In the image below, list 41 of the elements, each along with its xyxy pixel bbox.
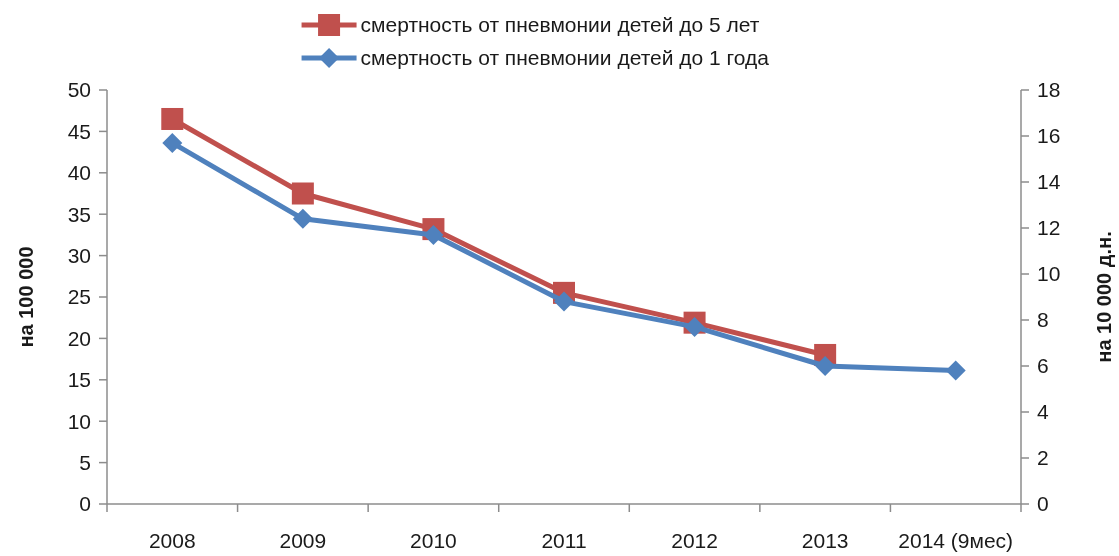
y2-tick-label: 10 bbox=[1037, 262, 1061, 286]
y2-tick-label: 0 bbox=[1037, 492, 1049, 516]
y-tick-label: 10 bbox=[67, 409, 91, 433]
y2-tick-label: 14 bbox=[1037, 170, 1061, 194]
point bbox=[292, 208, 313, 229]
legend-label: смертность от пневмонии детей до 1 года bbox=[360, 46, 770, 70]
y-tick-label: 40 bbox=[67, 161, 91, 185]
y-tick-label: 30 bbox=[67, 243, 91, 267]
x-tick-label: 2012 bbox=[671, 529, 718, 552]
point bbox=[815, 356, 836, 376]
y2-tick-label: 6 bbox=[1037, 354, 1049, 378]
x-tick-label: 2010 bbox=[410, 529, 457, 552]
y2-tick-label: 18 bbox=[1037, 78, 1061, 102]
y2-tick-label: 2 bbox=[1037, 446, 1049, 470]
point bbox=[945, 360, 966, 381]
x-tick-label: 2009 bbox=[279, 529, 327, 552]
point bbox=[291, 182, 314, 205]
y-tick-label: 5 bbox=[79, 450, 91, 474]
y-tick-label: 45 bbox=[67, 119, 91, 143]
y-tick-label: 35 bbox=[67, 202, 91, 226]
y-tick-label: 25 bbox=[67, 285, 91, 309]
y-tick-label: 0 bbox=[79, 492, 91, 516]
x-tick-label: 2013 bbox=[801, 529, 849, 552]
y-axis-title: на 100 000 bbox=[15, 246, 37, 348]
point bbox=[162, 132, 183, 153]
x-tick-label: 2011 bbox=[541, 529, 587, 552]
y2-tick-label: 16 bbox=[1037, 124, 1061, 148]
point bbox=[423, 224, 444, 245]
y-tick-label: 15 bbox=[67, 368, 91, 392]
x-tick-label: 2014 (9мес) bbox=[898, 529, 1014, 552]
y2-tick-label: 4 bbox=[1037, 400, 1049, 424]
y2-tick-label: 8 bbox=[1037, 308, 1049, 332]
y2-axis-title: на 10 000 д.н. bbox=[1093, 231, 1115, 363]
point bbox=[161, 107, 184, 130]
y-tick-label: 50 bbox=[67, 78, 91, 102]
y-tick-label: 20 bbox=[67, 326, 91, 350]
point bbox=[684, 316, 705, 337]
legend-label: смертность от пневмонии детей до 5 лет bbox=[360, 13, 760, 37]
x-tick-label: 2008 bbox=[148, 529, 196, 552]
point bbox=[554, 291, 574, 312]
y2-tick-label: 12 bbox=[1037, 216, 1061, 240]
